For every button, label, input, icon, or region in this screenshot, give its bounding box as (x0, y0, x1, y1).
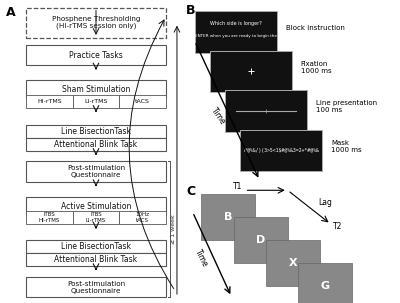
FancyBboxPatch shape (266, 240, 320, 286)
Text: Mask
1000 ms: Mask 1000 ms (331, 140, 362, 153)
FancyBboxPatch shape (26, 45, 166, 65)
Text: Phosphene Thresholding
(HI-rTMS session only): Phosphene Thresholding (HI-rTMS session … (52, 16, 140, 29)
Text: Sham Stimulation: Sham Stimulation (62, 85, 130, 94)
FancyBboxPatch shape (195, 11, 277, 53)
Text: HI-rTMS: HI-rTMS (37, 99, 62, 104)
FancyBboxPatch shape (298, 263, 352, 303)
Text: LI-rTMS: LI-rTMS (84, 99, 108, 104)
FancyBboxPatch shape (210, 51, 292, 92)
FancyBboxPatch shape (26, 240, 166, 253)
Text: T2: T2 (333, 222, 342, 231)
Text: A: A (6, 6, 16, 19)
Text: X: X (289, 258, 297, 268)
Text: Line presentation
100 ms: Line presentation 100 ms (316, 100, 377, 113)
Text: Practice Tasks: Practice Tasks (69, 51, 123, 60)
Text: Attentional Blink Task: Attentional Blink Task (54, 140, 138, 149)
Text: ≥ 1 week: ≥ 1 week (171, 214, 176, 244)
Text: Block instruction: Block instruction (286, 25, 344, 31)
Text: C: C (186, 185, 195, 198)
FancyBboxPatch shape (26, 95, 73, 108)
FancyBboxPatch shape (26, 138, 166, 151)
Text: #@%&/)(3>5<1$#@%&3=2+*#@%&: #@%&/)(3>5<1$#@%&3=2+*#@%& (244, 148, 318, 153)
FancyBboxPatch shape (73, 211, 119, 224)
Text: Post-stimulation
Questionnaire: Post-stimulation Questionnaire (67, 165, 125, 178)
FancyBboxPatch shape (26, 211, 73, 224)
Text: tACS: tACS (135, 99, 150, 104)
Text: Lag: Lag (318, 198, 332, 207)
FancyBboxPatch shape (26, 125, 166, 138)
Text: B: B (224, 212, 232, 222)
FancyBboxPatch shape (26, 161, 166, 182)
Text: Post-stimulation
Questionnaire: Post-stimulation Questionnaire (67, 281, 125, 294)
Text: 10Hz
tACS: 10Hz tACS (136, 212, 150, 223)
FancyBboxPatch shape (26, 80, 166, 98)
Text: Press ENTER when you are ready to begin the block: Press ENTER when you are ready to begin … (183, 34, 289, 38)
Text: G: G (321, 281, 330, 291)
FancyBboxPatch shape (240, 130, 322, 171)
FancyBboxPatch shape (119, 211, 166, 224)
Text: Attentional Blink Task: Attentional Blink Task (54, 255, 138, 264)
Text: D: D (256, 235, 265, 245)
Text: Which side is longer?: Which side is longer? (210, 21, 262, 26)
Text: Line BisectionTask: Line BisectionTask (61, 127, 131, 136)
FancyBboxPatch shape (119, 95, 166, 108)
FancyBboxPatch shape (225, 90, 307, 132)
FancyBboxPatch shape (26, 253, 166, 266)
Text: Active Stimulation: Active Stimulation (61, 201, 131, 211)
Text: Time: Time (193, 248, 210, 268)
Text: iTBS
LI-rTMS: iTBS LI-rTMS (86, 212, 106, 223)
FancyBboxPatch shape (26, 8, 166, 38)
FancyBboxPatch shape (26, 197, 166, 215)
FancyBboxPatch shape (234, 217, 288, 263)
Text: T1: T1 (233, 182, 242, 191)
FancyBboxPatch shape (201, 194, 255, 240)
FancyBboxPatch shape (73, 95, 119, 108)
Text: Line BisectionTask: Line BisectionTask (61, 242, 131, 251)
Text: iTBS
HI-rTMS: iTBS HI-rTMS (39, 212, 60, 223)
Text: B: B (186, 4, 196, 17)
Text: Fixation
1000 ms: Fixation 1000 ms (301, 61, 331, 74)
Text: Time: Time (210, 106, 228, 127)
FancyBboxPatch shape (26, 277, 166, 297)
